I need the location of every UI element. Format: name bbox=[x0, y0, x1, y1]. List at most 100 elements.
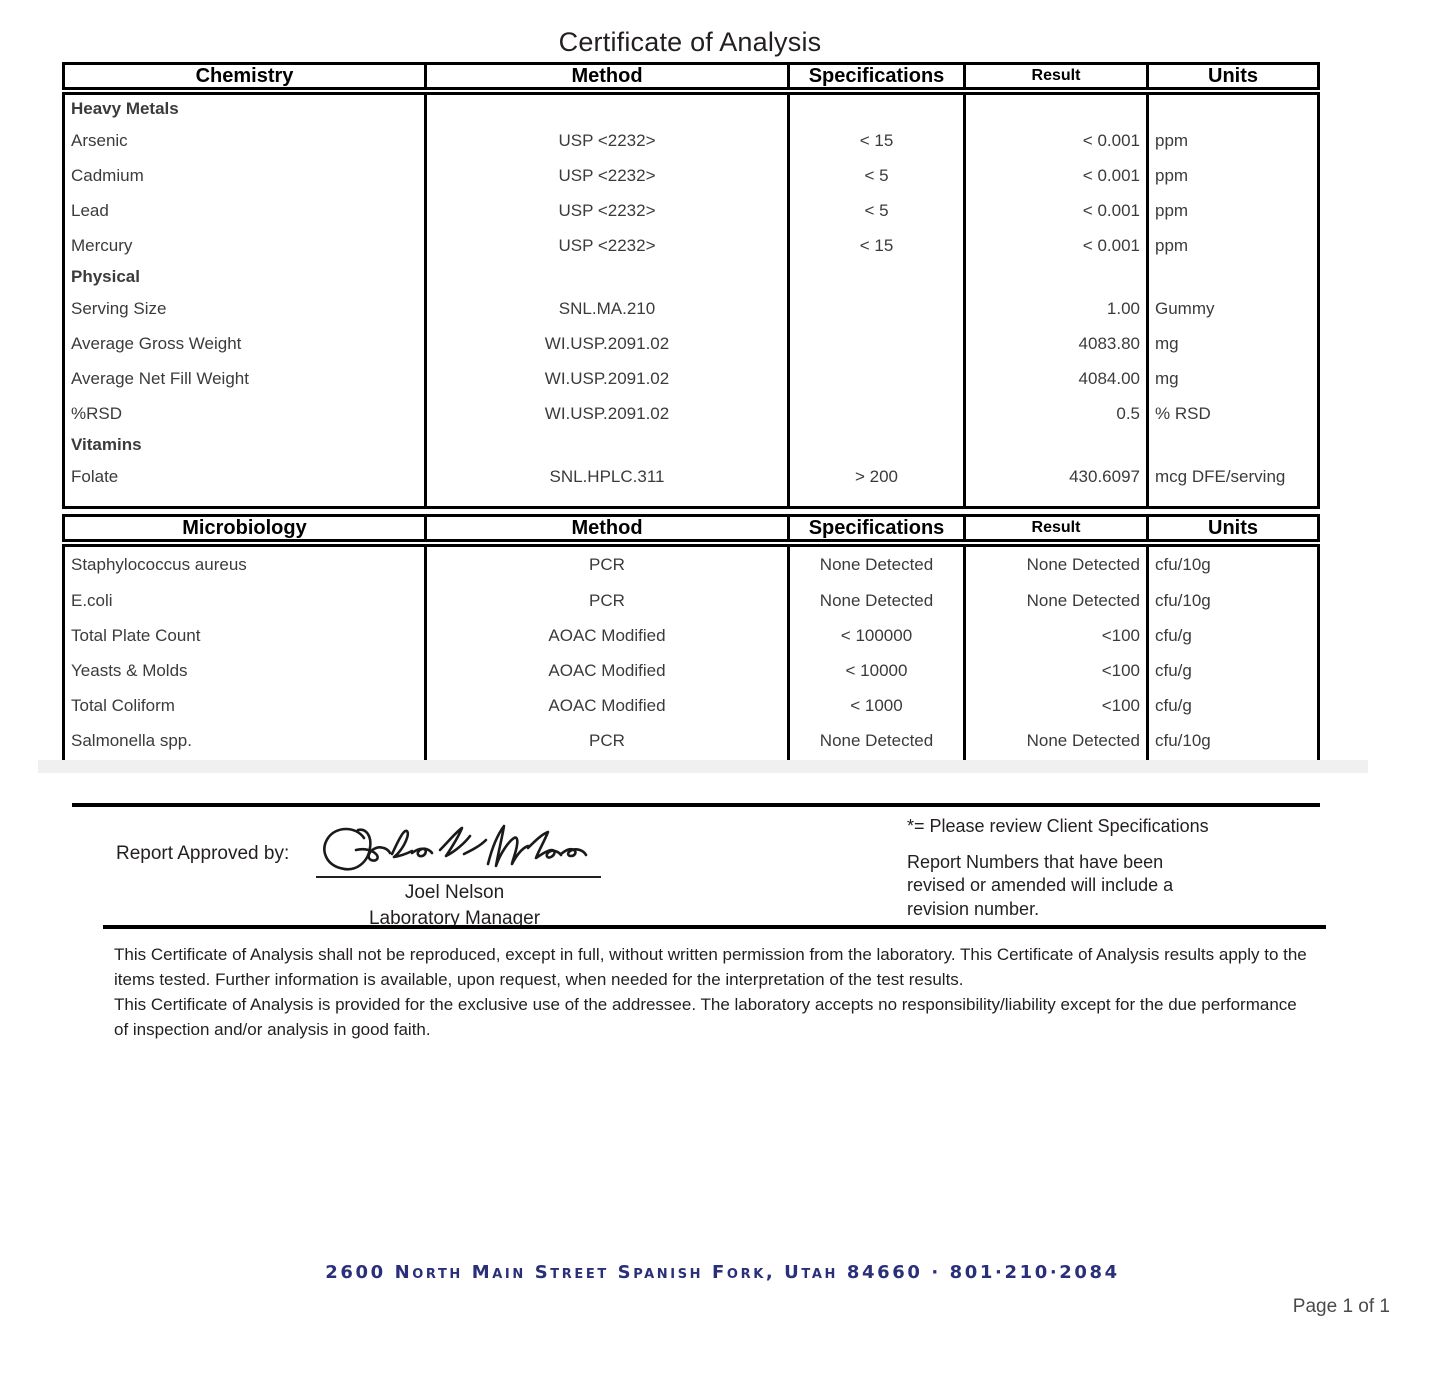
cell-method: PCR bbox=[427, 723, 790, 758]
cell-analyte: Cadmium bbox=[65, 158, 427, 193]
signer-title: Laboratory Manager bbox=[368, 908, 541, 929]
cell-analyte: Folate bbox=[65, 459, 427, 494]
cell-method: USP <2232> bbox=[427, 123, 790, 158]
header-specifications: Specifications bbox=[790, 65, 966, 87]
table-spacer-row bbox=[65, 494, 1317, 506]
cell-specification: < 5 bbox=[790, 158, 966, 193]
disclaimer-paragraph-2: This Certificate of Analysis is provided… bbox=[114, 995, 1297, 1039]
cell-specification: < 15 bbox=[790, 123, 966, 158]
microbiology-table: Microbiology Method Specifications Resul… bbox=[62, 514, 1320, 773]
cell-result: 0.5 bbox=[966, 396, 1149, 431]
cell-method: USP <2232> bbox=[427, 193, 790, 228]
cell-units: mg bbox=[1155, 368, 1179, 388]
cell-units bbox=[1149, 263, 1317, 291]
table-row: Salmonella spp. PCR None Detected None Dete… bbox=[65, 723, 1317, 758]
approval-notes: *= Please review Client Specifications R… bbox=[907, 815, 1327, 921]
cell-method: PCR bbox=[427, 547, 790, 583]
cell-method: AOAC Modified bbox=[427, 618, 790, 653]
cell-group-label: Vitamins bbox=[65, 431, 427, 459]
cell-analyte: Total Coliform bbox=[65, 688, 427, 723]
header-specifications: Specifications bbox=[790, 517, 966, 539]
table-row: %RSD WI.USP.2091.02 0.5 % RSD bbox=[65, 396, 1317, 431]
cell-result: < 0.001 bbox=[966, 158, 1149, 193]
cell-result: 4084.00 bbox=[966, 361, 1149, 396]
signer-name: Joel Nelson bbox=[404, 882, 505, 903]
header-microbiology: Microbiology bbox=[65, 517, 427, 539]
table-row: Total Coliform AOAC Modified < 1000 <100 cfu… bbox=[65, 688, 1317, 723]
cell-result: 430.6097 bbox=[966, 459, 1149, 494]
table-row: Folate SNL.HPLC.311 > 200 430.6097 mcg DFE/s… bbox=[65, 459, 1317, 494]
cell-specification bbox=[790, 326, 966, 361]
cell-result: 1.00 bbox=[966, 291, 1149, 326]
cell-analyte: Average Net Fill Weight bbox=[65, 361, 427, 396]
cell-units: Gummy bbox=[1155, 298, 1215, 318]
cell-result: < 0.001 bbox=[966, 123, 1149, 158]
cell-specification bbox=[790, 263, 966, 291]
cell-method: AOAC Modified bbox=[427, 653, 790, 688]
cell-group-label: Heavy Metals bbox=[65, 95, 427, 123]
header-result: Result bbox=[966, 517, 1149, 539]
cell-specification bbox=[790, 291, 966, 326]
disclaimer-text: This Certificate of Analysis shall not b… bbox=[114, 942, 1314, 1042]
cell-result: < 0.001 bbox=[966, 193, 1149, 228]
cell-result: 4083.80 bbox=[966, 326, 1149, 361]
header-units: Units bbox=[1208, 517, 1258, 539]
header-result: Result bbox=[966, 65, 1149, 87]
revision-note-line-2: revised or amended will include a bbox=[907, 875, 1174, 895]
cell-analyte: E.coli bbox=[65, 583, 427, 618]
page-number: Page 1 of 1 bbox=[1292, 1296, 1390, 1317]
cell-specification bbox=[790, 95, 966, 123]
table-row: E.coli PCR None Detected None Detected cfu/1… bbox=[65, 583, 1317, 618]
cell-analyte: %RSD bbox=[65, 396, 427, 431]
cell-units: cfu/g bbox=[1155, 625, 1192, 645]
cell-units: cfu/10g bbox=[1155, 730, 1211, 750]
cell-result bbox=[966, 431, 1149, 459]
cell-result: < 0.001 bbox=[966, 228, 1149, 263]
cell-specification: < 1000 bbox=[790, 688, 966, 723]
cell-analyte: Staphylococcus aureus bbox=[65, 547, 427, 583]
header-method: Method bbox=[427, 65, 790, 87]
cell-specification: None Detected bbox=[790, 723, 966, 758]
cell-method: WI.USP.2091.02 bbox=[427, 326, 790, 361]
cell-units: ppm bbox=[1155, 165, 1189, 185]
cell-method bbox=[427, 431, 790, 459]
table-row: Staphylococcus aureus PCR None Detected Non… bbox=[65, 547, 1317, 583]
cell-method: SNL.MA.210 bbox=[427, 291, 790, 326]
cell-analyte: Mercury bbox=[65, 228, 427, 263]
cell-method bbox=[427, 263, 790, 291]
cell-units bbox=[1149, 431, 1317, 459]
client-specifications-note: *= Please review Client Specifications bbox=[907, 816, 1209, 836]
cell-method: WI.USP.2091.02 bbox=[427, 396, 790, 431]
table-row: Total Plate Count AOAC Modified < 100000 <1… bbox=[65, 618, 1317, 653]
cell-result: None Detected bbox=[966, 723, 1149, 758]
header-chemistry: Chemistry bbox=[65, 65, 427, 87]
cell-units: % RSD bbox=[1155, 403, 1211, 423]
cell-method: SNL.HPLC.311 bbox=[427, 459, 790, 494]
cell-units: ppm bbox=[1155, 130, 1189, 150]
cell-result bbox=[966, 494, 1149, 506]
cell-analyte: Average Gross Weight bbox=[65, 326, 427, 361]
cell-method bbox=[427, 494, 790, 506]
cell-units: cfu/10g bbox=[1155, 555, 1211, 574]
cell-units bbox=[1149, 95, 1317, 123]
cell-result: <100 bbox=[966, 618, 1149, 653]
cell-method: USP <2232> bbox=[427, 158, 790, 193]
header-units: Units bbox=[1208, 65, 1258, 87]
cell-units: mcg DFE/serving bbox=[1155, 466, 1286, 486]
microbiology-table-header-row: Microbiology Method Specifications Resul… bbox=[62, 514, 1320, 542]
cell-units: cfu/g bbox=[1155, 660, 1192, 680]
chemistry-table: Chemistry Method Specifications Result U… bbox=[62, 62, 1320, 509]
cell-analyte: Salmonella spp. bbox=[65, 723, 427, 758]
disclaimer-paragraph-1: This Certificate of Analysis shall not b… bbox=[114, 945, 1307, 989]
cell-analyte: Lead bbox=[65, 193, 427, 228]
table-group-row: Vitamins bbox=[65, 431, 1317, 459]
cell-method bbox=[427, 95, 790, 123]
cell-specification bbox=[790, 494, 966, 506]
cell-specification: None Detected bbox=[790, 547, 966, 583]
cell-result: None Detected bbox=[966, 583, 1149, 618]
footer-address: 2600 North Main Street Spanish Fork, Uta… bbox=[325, 1262, 1120, 1283]
report-approved-label: Report Approved by: bbox=[116, 843, 290, 864]
page-title: Certificate of Analysis bbox=[558, 27, 822, 57]
cell-result: <100 bbox=[966, 688, 1149, 723]
cell-result bbox=[966, 263, 1149, 291]
